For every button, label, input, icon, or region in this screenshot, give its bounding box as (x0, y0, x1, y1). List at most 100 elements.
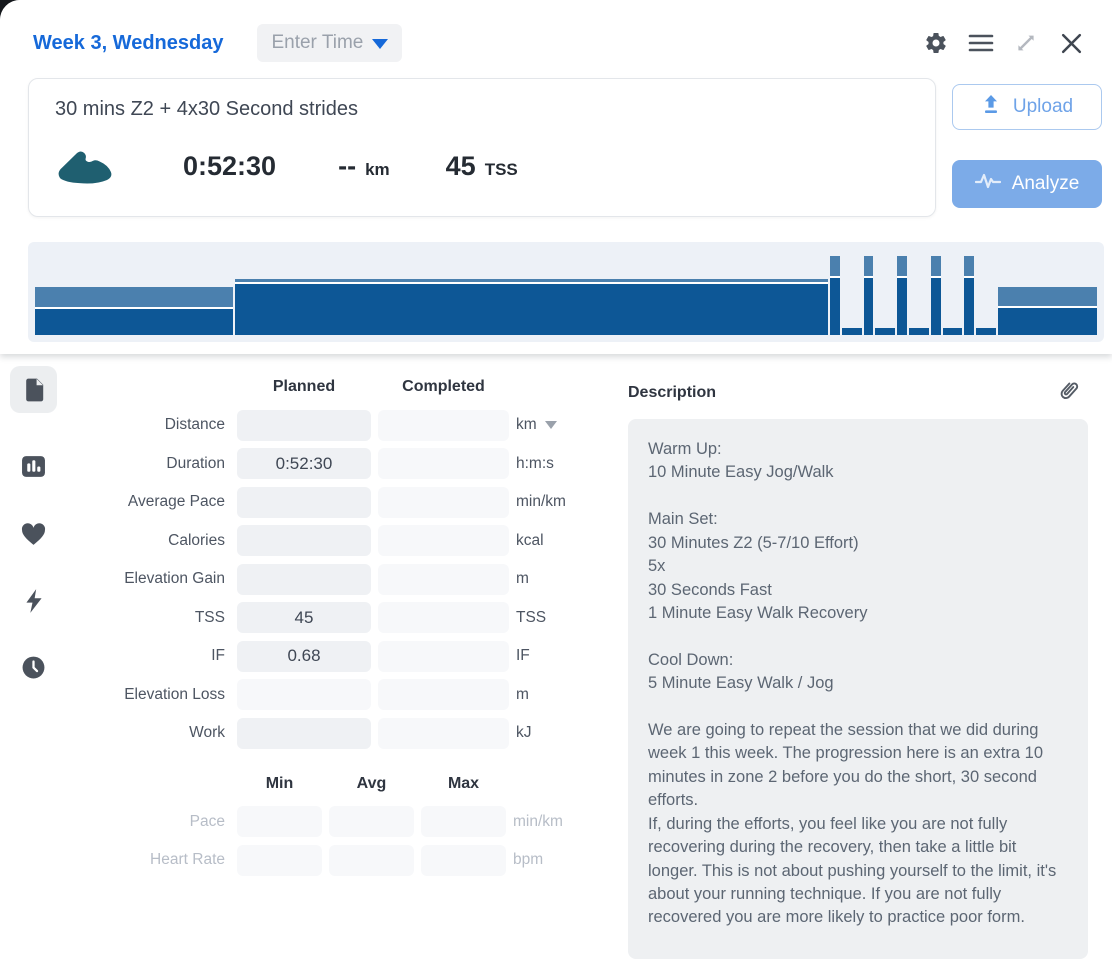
avg-input[interactable] (329, 806, 414, 838)
metric-label: Calories (168, 531, 225, 549)
max-input[interactable] (421, 806, 506, 838)
metric-label: Elevation Loss (124, 685, 225, 703)
metric-label: Average Pace (127, 493, 225, 511)
metric-row-duration: Duration h:m:s (118, 445, 596, 484)
planned-input[interactable] (237, 679, 371, 711)
min-input[interactable] (237, 806, 322, 838)
chevron-down-icon[interactable] (544, 421, 557, 430)
upload-icon (981, 94, 1001, 121)
planned-input[interactable] (237, 525, 371, 557)
planned-input[interactable] (237, 640, 371, 672)
table-headers: Planned Completed (118, 364, 596, 396)
metric-label: Work (189, 724, 225, 742)
planned-input[interactable] (237, 717, 371, 749)
metric-label: Distance (164, 416, 225, 434)
page-title: Week 3, Wednesday (33, 31, 224, 54)
analyze-button[interactable]: Analyze (952, 160, 1102, 208)
completed-input[interactable] (378, 640, 509, 672)
enter-time-dropdown[interactable]: Enter Time (257, 24, 403, 62)
completed-input[interactable] (378, 563, 509, 595)
metric-label: IF (211, 647, 225, 665)
action-buttons: Upload Analyze (952, 78, 1102, 217)
unit-label: TSS (516, 608, 547, 626)
completed-input[interactable] (378, 679, 509, 711)
unit-label: m (516, 685, 529, 703)
sidebar-tab-heart[interactable] (10, 510, 57, 557)
chart-segment-recovery-3 (909, 328, 929, 335)
metric-row-distance: Distance km (118, 406, 596, 445)
chart-segment-recovery-2 (875, 328, 896, 335)
header-icon-group (923, 30, 1084, 56)
metric-label: Pace (189, 812, 225, 830)
document-icon (25, 378, 43, 401)
chart-segment-cool-down (998, 286, 1097, 335)
planned-input[interactable] (237, 409, 371, 441)
tab-sidebar (10, 364, 88, 959)
description-panel: Description Warm Up: 10 Minute Easy Jog/… (628, 364, 1088, 959)
workout-summary-card: 30 mins Z2 + 4x30 Second strides 0:52:30… (28, 78, 936, 217)
unit-dropdown[interactable]: km (516, 416, 596, 434)
menu-icon[interactable] (968, 30, 994, 56)
planned-input[interactable] (237, 486, 371, 518)
unit-label: kcal (516, 531, 544, 549)
chart-segment-recovery-1 (841, 328, 862, 335)
metric-row-work: Work kJ (118, 714, 596, 753)
description-text[interactable]: Warm Up: 10 Minute Easy Jog/Walk Main Se… (628, 419, 1088, 959)
close-icon[interactable] (1058, 30, 1084, 56)
metric-row-calories: Calories kcal (118, 522, 596, 561)
minavgmax-row-heart-rate: Heart Rate bpm (118, 841, 596, 880)
header-bar: Week 3, Wednesday Enter Time (0, 0, 1112, 78)
paperclip-icon[interactable] (1056, 378, 1080, 407)
metric-label: Heart Rate (150, 851, 225, 869)
stat-distance: -- km (338, 151, 390, 181)
sidebar-tab-clock[interactable] (10, 644, 57, 691)
chart-segment-stride-2 (863, 255, 874, 335)
chart-segment-z2-steady (234, 279, 828, 335)
completed-header: Completed (402, 378, 485, 395)
chart-segment-recovery-4 (942, 328, 963, 335)
metric-label: Duration (166, 454, 225, 472)
workout-profile-bars (35, 249, 1097, 335)
unit-label: bpm (513, 851, 544, 869)
expand-icon[interactable] (1013, 30, 1039, 56)
enter-time-label: Enter Time (271, 32, 364, 53)
metric-label: Elevation Gain (124, 570, 225, 588)
chart-segment-recovery-5 (976, 328, 997, 335)
summary-row: 30 mins Z2 + 4x30 Second strides 0:52:30… (0, 78, 1112, 217)
completed-input[interactable] (378, 486, 509, 518)
completed-input[interactable] (378, 525, 509, 557)
workout-title: 30 mins Z2 + 4x30 Second strides (55, 98, 358, 120)
completed-input[interactable] (378, 448, 509, 480)
avg-input[interactable] (329, 844, 414, 876)
pulse-icon (974, 172, 1001, 196)
stat-tss: 45 TSS (445, 151, 518, 181)
metric-row-tss: TSS TSS (118, 599, 596, 638)
planned-input[interactable] (237, 563, 371, 595)
workout-stats: 0:52:30 -- km 45 TSS (55, 141, 909, 192)
metric-row-elevation-loss: Elevation Loss m (118, 676, 596, 715)
upload-button[interactable]: Upload (952, 84, 1102, 130)
completed-input[interactable] (378, 717, 509, 749)
completed-input[interactable] (378, 409, 509, 441)
gear-icon[interactable] (923, 30, 949, 56)
metric-label: TSS (194, 608, 225, 626)
chart-segment-stride-3 (897, 255, 908, 335)
max-input[interactable] (421, 844, 506, 876)
minavgmax-row-pace: Pace min/km (118, 803, 596, 842)
planned-input[interactable] (237, 602, 371, 634)
metric-row-if: IF IF (118, 637, 596, 676)
planned-input[interactable] (237, 448, 371, 480)
chart-segment-stride-5 (964, 255, 975, 335)
sidebar-tab-document[interactable] (10, 366, 57, 413)
sidebar-tab-lightning[interactable] (10, 577, 57, 624)
unit-label: h:m:s (516, 454, 554, 472)
sidebar-tab-bar-chart[interactable] (10, 443, 57, 490)
min-input[interactable] (237, 844, 322, 876)
completed-input[interactable] (378, 602, 509, 634)
unit-label: min/km (513, 812, 563, 830)
bar-chart-icon (22, 456, 45, 477)
stat-duration: 0:52:30 (183, 151, 277, 181)
description-title: Description (628, 383, 717, 401)
metrics-form: Planned Completed Distance km Duration h:m:… (118, 364, 596, 959)
heart-icon (21, 522, 46, 545)
